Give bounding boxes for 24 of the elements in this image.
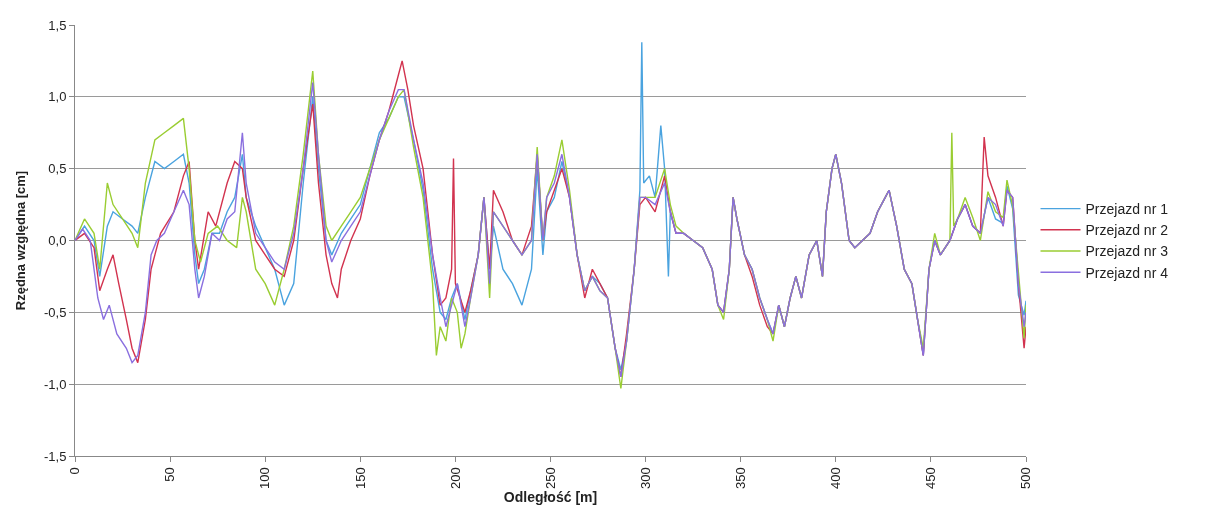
x-tick-label: 250: [542, 467, 558, 489]
x-axis-title: Odległość [m]: [503, 489, 598, 506]
legend-label: Przejazd nr 3: [1085, 243, 1169, 260]
x-tick-label: 500: [1018, 467, 1034, 489]
y-tick-label: 1,0: [48, 89, 67, 105]
x-tick-label: 50: [162, 467, 178, 482]
y-tick-label: -1,0: [43, 376, 67, 392]
x-tick-label: 450: [923, 467, 939, 489]
y-tick-label: -1,5: [43, 448, 67, 464]
x-tick-label: 350: [732, 467, 748, 489]
x-tick-label: 150: [352, 467, 368, 489]
y-tick-label: 1,5: [48, 17, 67, 33]
x-tick-label: 100: [257, 467, 273, 489]
legend-label: Przejazd nr 2: [1085, 222, 1169, 239]
x-tick-label: 400: [828, 467, 844, 489]
x-tick-label: 200: [447, 467, 463, 489]
y-tick-label: -0,5: [43, 304, 67, 320]
x-tick-label: 300: [637, 467, 653, 489]
x-tick-label: 0: [67, 467, 83, 475]
legend-label: Przejazd nr 4: [1085, 264, 1169, 281]
y-tick-label: 0,5: [48, 161, 67, 177]
y-tick-label: 0,0: [48, 233, 67, 249]
legend-label: Przejazd nr 1: [1085, 201, 1169, 218]
y-axis-title: Rzędna względna [cm]: [12, 170, 28, 311]
